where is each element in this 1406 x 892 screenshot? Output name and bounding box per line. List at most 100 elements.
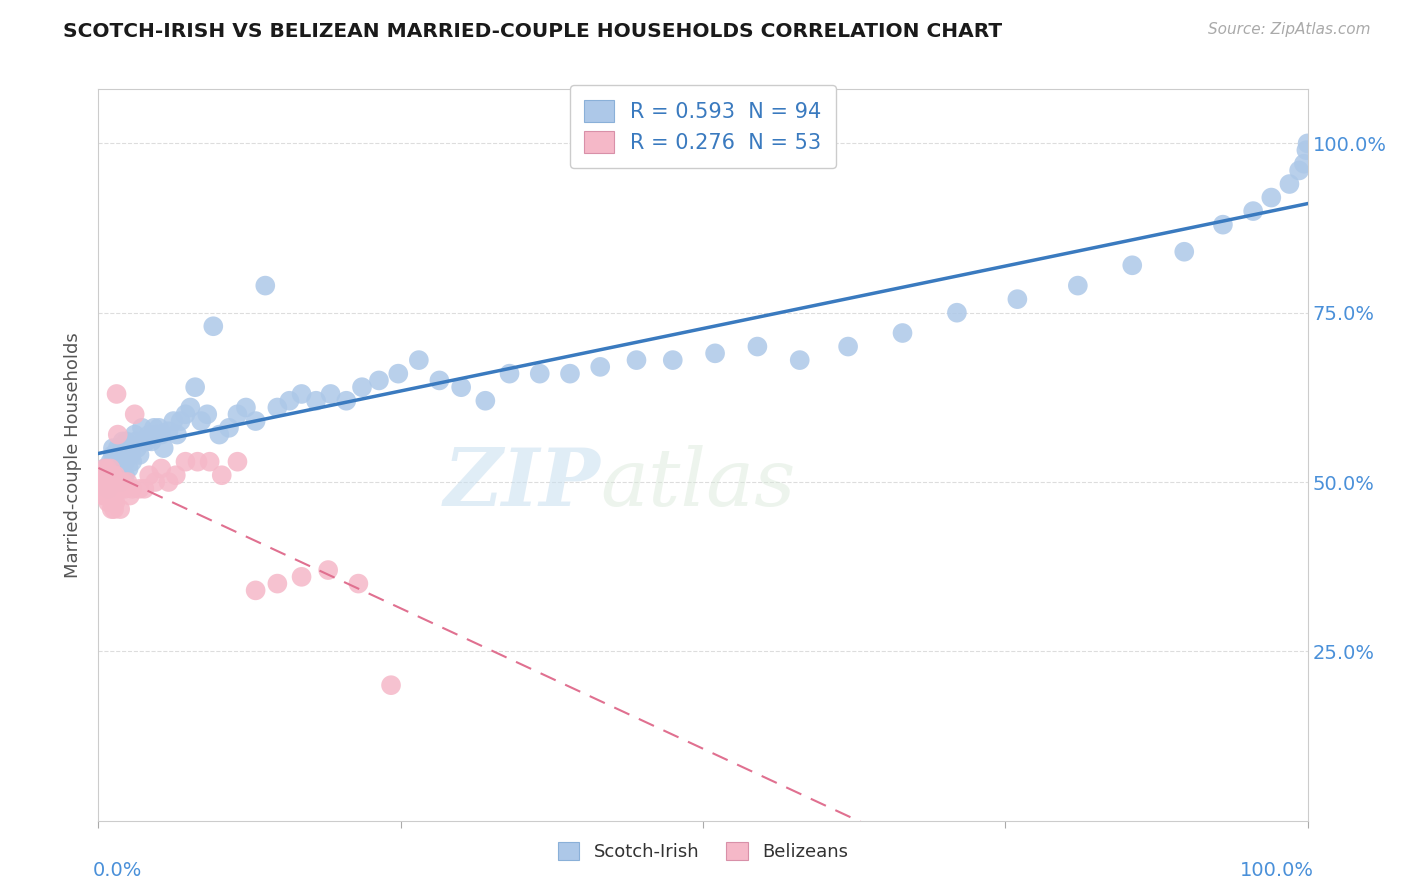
Point: [98, 489, 121, 503]
Point: [408, 353, 430, 368]
Point: [101, 468, 124, 483]
Point: [94, 468, 117, 483]
Text: 0.0%: 0.0%: [93, 861, 142, 880]
Point: [90, 482, 112, 496]
Point: [208, 427, 231, 442]
Y-axis label: Married-couple Households: Married-couple Households: [65, 332, 83, 578]
Point: [1295, 143, 1317, 157]
Point: [134, 482, 156, 496]
Point: [143, 475, 166, 489]
Point: [115, 434, 138, 449]
Point: [305, 393, 328, 408]
Legend: Scotch-Irish, Belizeans: Scotch-Irish, Belizeans: [548, 833, 858, 870]
Point: [704, 346, 727, 360]
Point: [174, 455, 197, 469]
Point: [93, 461, 115, 475]
Point: [316, 563, 339, 577]
Point: [105, 387, 128, 401]
Point: [97, 495, 120, 509]
Text: ZIP: ZIP: [443, 445, 600, 523]
Point: [124, 427, 146, 442]
Point: [387, 367, 409, 381]
Point: [380, 678, 402, 692]
Point: [245, 583, 267, 598]
Point: [121, 482, 143, 496]
Point: [107, 427, 129, 442]
Point: [128, 448, 150, 462]
Point: [105, 448, 128, 462]
Point: [124, 407, 146, 421]
Point: [1296, 136, 1319, 151]
Point: [104, 468, 127, 483]
Point: [145, 427, 167, 442]
Point: [290, 570, 312, 584]
Point: [589, 359, 612, 374]
Point: [128, 482, 150, 496]
Point: [184, 380, 207, 394]
Text: Source: ZipAtlas.com: Source: ZipAtlas.com: [1208, 22, 1371, 37]
Point: [91, 468, 114, 483]
Point: [120, 448, 142, 462]
Point: [111, 434, 134, 449]
Text: 100.0%: 100.0%: [1240, 861, 1313, 880]
Point: [266, 576, 288, 591]
Point: [335, 393, 357, 408]
Point: [108, 455, 131, 469]
Point: [101, 495, 124, 509]
Point: [1173, 244, 1195, 259]
Point: [91, 489, 114, 503]
Point: [93, 461, 115, 475]
Point: [114, 468, 136, 483]
Point: [100, 461, 122, 475]
Point: [107, 441, 129, 455]
Point: [96, 482, 118, 496]
Point: [235, 401, 257, 415]
Point: [117, 475, 139, 489]
Point: [117, 448, 139, 462]
Point: [100, 475, 122, 489]
Point: [108, 468, 131, 483]
Point: [661, 353, 683, 368]
Point: [166, 427, 188, 442]
Point: [226, 407, 249, 421]
Point: [111, 475, 134, 489]
Text: SCOTCH-IRISH VS BELIZEAN MARRIED-COUPLE HOUSEHOLDS CORRELATION CHART: SCOTCH-IRISH VS BELIZEAN MARRIED-COUPLE …: [63, 22, 1002, 41]
Point: [103, 455, 125, 469]
Point: [278, 393, 301, 408]
Point: [165, 468, 187, 483]
Point: [150, 461, 173, 475]
Point: [148, 421, 170, 435]
Point: [108, 502, 131, 516]
Point: [152, 441, 174, 455]
Point: [101, 441, 124, 455]
Point: [218, 421, 240, 435]
Point: [141, 434, 163, 449]
Point: [450, 380, 472, 394]
Point: [150, 427, 173, 442]
Point: [226, 455, 249, 469]
Point: [891, 326, 914, 340]
Point: [121, 455, 143, 469]
Point: [1212, 218, 1234, 232]
Point: [195, 407, 218, 421]
Point: [143, 421, 166, 435]
Point: [1241, 204, 1264, 219]
Point: [162, 414, 184, 428]
Text: atlas: atlas: [600, 445, 796, 523]
Point: [174, 407, 197, 421]
Point: [118, 441, 141, 455]
Point: [1260, 190, 1282, 204]
Point: [110, 461, 132, 475]
Point: [98, 468, 121, 483]
Point: [91, 475, 114, 489]
Point: [118, 461, 141, 475]
Point: [100, 502, 122, 516]
Point: [108, 475, 131, 489]
Point: [179, 401, 201, 415]
Point: [135, 434, 157, 449]
Point: [138, 468, 160, 483]
Point: [1121, 258, 1143, 272]
Point: [131, 421, 153, 435]
Point: [101, 448, 124, 462]
Point: [245, 414, 267, 428]
